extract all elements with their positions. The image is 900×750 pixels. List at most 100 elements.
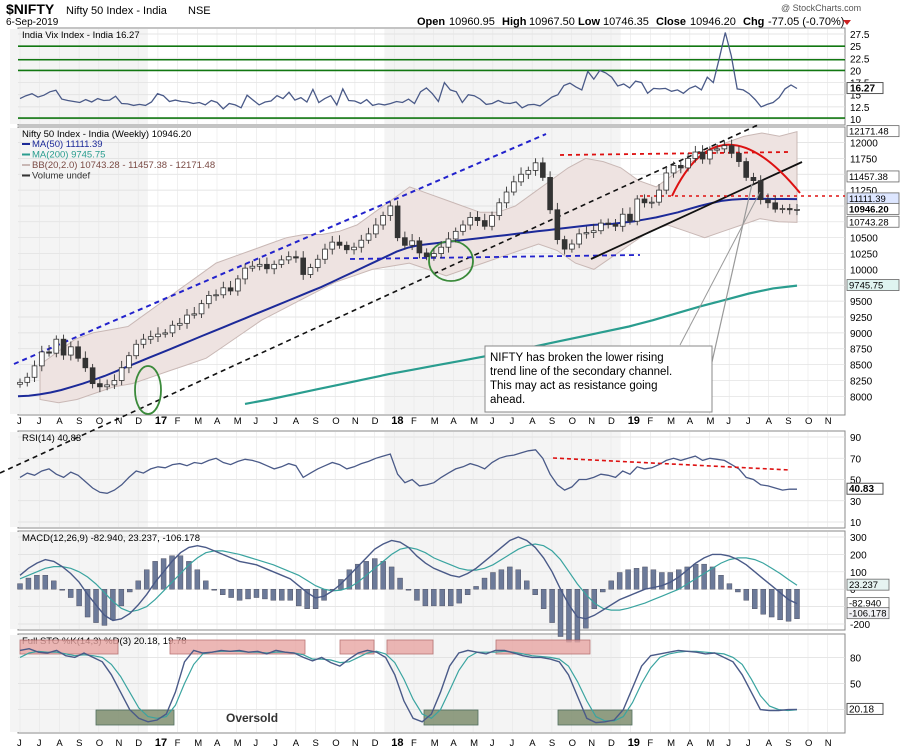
month-label: A — [687, 416, 694, 427]
month-label: D — [608, 416, 615, 427]
month-label: O — [569, 416, 576, 427]
month-label: M — [470, 416, 478, 427]
rsi-panel: 10 30 50 70 90 RSI(14) 40.83 — [10, 430, 862, 529]
vix-tick-label: 10 — [850, 115, 862, 126]
candle-body — [598, 222, 604, 232]
rsi-last-box — [846, 482, 884, 495]
rsi-line — [19, 449, 798, 494]
candle-body — [24, 376, 31, 383]
macd-histogram-bar — [650, 569, 657, 590]
month-label: N — [352, 416, 359, 427]
price-tick-label: 11750 — [850, 154, 878, 165]
candle-body — [184, 314, 190, 324]
macd-histogram-bar — [490, 572, 496, 590]
macd-histogram-bar — [777, 589, 783, 621]
price-tick-label: 8250 — [850, 376, 873, 387]
chart-date: 6-Sep-2019 — [6, 17, 59, 28]
rsi-tick-label: 70 — [850, 454, 862, 465]
month-label: S — [785, 738, 791, 749]
candle-body — [699, 151, 706, 160]
month-label: M — [667, 416, 675, 427]
macd-histogram-bar — [583, 589, 589, 629]
sto-last-value: 20.18 — [849, 704, 874, 715]
month-axis: J J A S O N D 17 F M A M J J A S O N D 18 F M A M J J A S O N D 19 F M A M J… — [17, 415, 832, 427]
macd-histogram-bar — [253, 589, 260, 598]
candle-body — [285, 256, 292, 261]
price-last-value: 10743.28 — [849, 217, 889, 228]
month-label: 18 — [391, 737, 403, 749]
month-label: 18 — [391, 415, 403, 427]
annotation-callout: NIFTY has broken the lower rising trend … — [484, 183, 761, 413]
price-series — [0, 123, 845, 474]
macd-histogram-bar — [152, 561, 158, 590]
candle-body — [576, 233, 582, 245]
vix-title: India Vix Index - India 16.27 — [22, 30, 140, 41]
macd-histogram-bar — [726, 583, 733, 590]
month-label: O — [332, 738, 339, 749]
month-label: A — [450, 416, 457, 427]
sto-d-line — [19, 650, 798, 722]
overbought-zone — [169, 639, 306, 655]
month-label: M — [667, 738, 675, 749]
month-label: A — [293, 738, 300, 749]
price-tick-label: 11250 — [850, 186, 878, 197]
candle-body — [380, 215, 386, 226]
candle-body — [198, 303, 205, 315]
month-label: J — [490, 738, 495, 749]
macd-histogram-bar — [194, 569, 201, 590]
macd-histogram-bar — [718, 575, 724, 590]
candle-body — [387, 205, 394, 216]
candle-body — [358, 239, 365, 248]
macd-tick-label: 0 — [850, 585, 856, 596]
price-title: Nifty 50 Index - India (Weekly) 10946.20 — [22, 129, 191, 140]
price-last-value: 10946.20 — [849, 204, 889, 215]
candle-body — [176, 322, 183, 326]
sto-series: 20.18 — [19, 639, 884, 726]
candle-body — [678, 164, 684, 169]
macd-histogram-bar — [608, 580, 614, 590]
candle-body — [481, 220, 488, 227]
month-label: A — [766, 416, 773, 427]
candle-body — [343, 244, 350, 251]
candle-body — [503, 191, 510, 204]
month-label: 19 — [628, 415, 640, 427]
vix-tick-label: 27.5 — [850, 30, 870, 41]
macd-histogram-bar — [296, 589, 302, 607]
month-label: J — [726, 738, 731, 749]
candle-body — [510, 181, 517, 193]
macd-histogram-bar — [794, 589, 800, 619]
month-label: N — [825, 738, 832, 749]
price-tick-label: 10000 — [850, 265, 878, 276]
candle-body — [460, 224, 466, 232]
candle-body — [474, 216, 481, 221]
candle-body — [140, 338, 147, 345]
macd-histogram-bar — [515, 569, 521, 590]
macd-histogram-bar — [448, 589, 454, 607]
watermark: @ StockCharts.com — [781, 3, 861, 13]
vix-series: 16.27 — [18, 32, 884, 119]
candle-body — [518, 173, 524, 183]
legend-label: BB(20,2.0) 10743.28 - 11457.38 - 12171.4… — [32, 160, 215, 171]
candle-body — [394, 205, 401, 239]
month-label: N — [116, 738, 123, 749]
month-label: F — [175, 416, 181, 427]
candle-body — [489, 215, 495, 227]
month-label: J — [17, 738, 22, 749]
exchange-text: NSE — [188, 5, 211, 17]
candle-body — [220, 287, 227, 296]
candle-body — [191, 313, 198, 316]
month-label: F — [647, 738, 653, 749]
candle-body — [104, 384, 110, 388]
macd-histogram-bar — [17, 583, 23, 590]
macd-histogram-bar — [25, 577, 32, 590]
price-tick-label: 10500 — [850, 234, 878, 245]
vix-last-box — [846, 82, 884, 95]
macd-histogram-bar — [270, 589, 277, 601]
annotation-line-4: ahead. — [490, 394, 525, 406]
macd-histogram-bar — [380, 561, 386, 590]
candle-body — [307, 267, 314, 275]
price-last-value: 11111.39 — [849, 194, 886, 205]
candle-body — [786, 208, 793, 211]
month-label: N — [825, 416, 832, 427]
candle-body — [155, 333, 161, 338]
